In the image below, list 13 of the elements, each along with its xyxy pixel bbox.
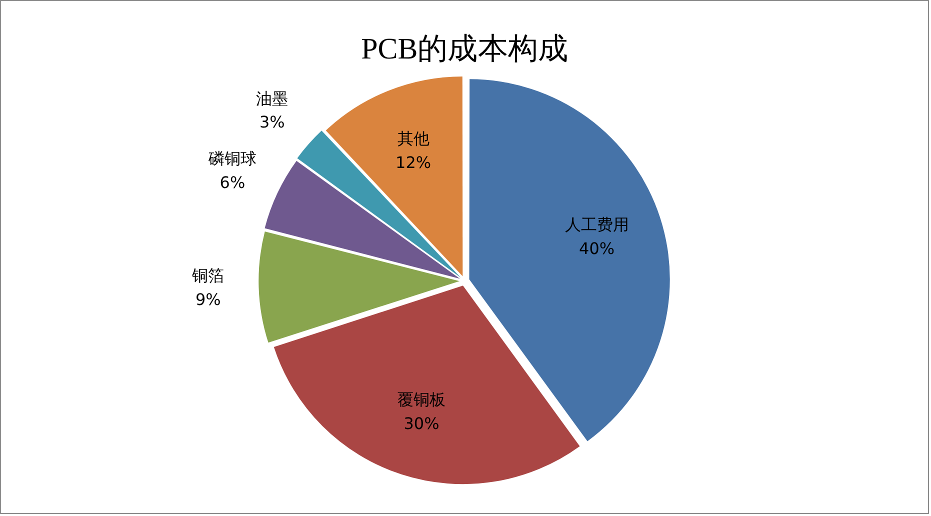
data-label: 9% (196, 290, 221, 310)
data-label: 30% (404, 414, 440, 434)
data-label: 12% (396, 152, 432, 172)
slice-label: 铜箔 (191, 266, 224, 286)
slice-label: 覆铜板 (397, 390, 446, 410)
data-label: 3% (259, 112, 285, 132)
chart-title: PCB的成本构成 (361, 32, 568, 66)
slice-label: 人工费用 (564, 215, 629, 234)
slice-label: 油墨 (256, 88, 288, 108)
data-label: 6% (220, 173, 246, 192)
slice-label: 磷铜球 (207, 149, 256, 168)
data-label: 40% (579, 239, 615, 258)
slice-label: 其他 (397, 129, 430, 148)
